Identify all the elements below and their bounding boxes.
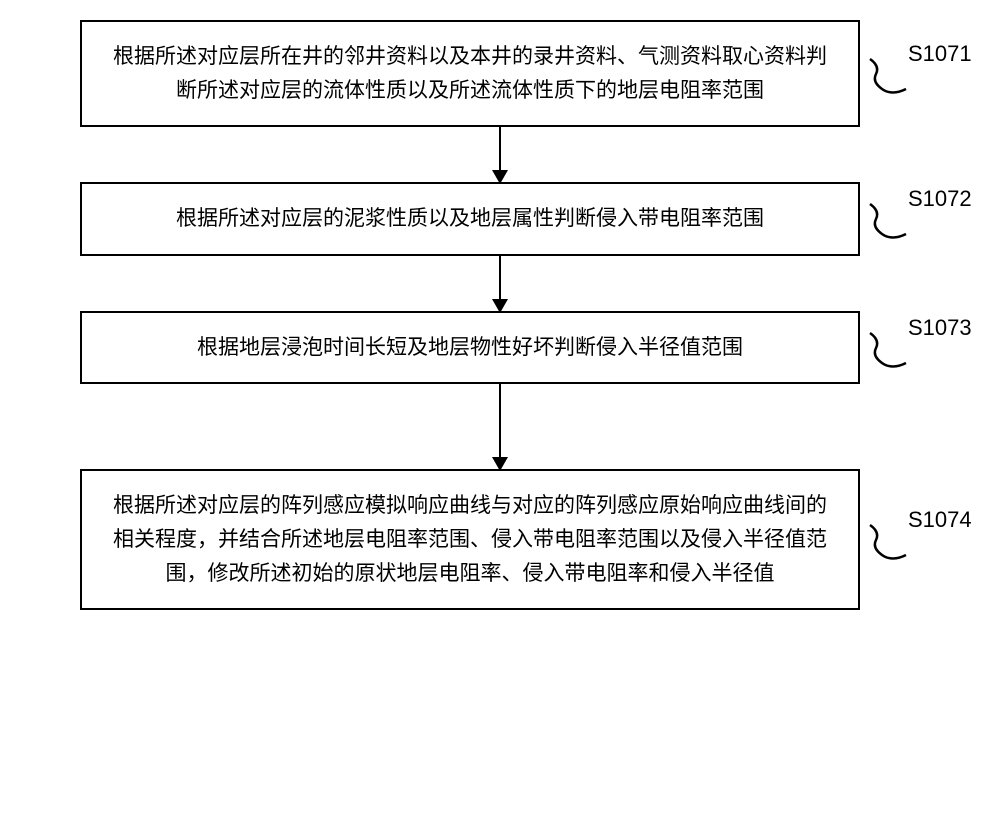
wave-connector-icon [868, 328, 908, 368]
step-text-2: 根据所述对应层的泥浆性质以及地层属性判断侵入带电阻率范围 [176, 207, 764, 230]
label-container-3: S1073 [868, 328, 972, 368]
step-box-2: 根据所述对应层的泥浆性质以及地层属性判断侵入带电阻率范围 [80, 182, 860, 256]
step-label-1: S1071 [908, 41, 972, 67]
step-box-4: 根据所述对应层的阵列感应模拟响应曲线与对应的阵列感应原始响应曲线间的相关程度，并… [80, 469, 860, 610]
label-container-1: S1071 [868, 54, 972, 94]
flowchart-container: 根据所述对应层所在井的邻井资料以及本井的录井资料、气测资料取心资料判断所述对应层… [40, 20, 960, 610]
step-label-3: S1073 [908, 315, 972, 341]
step-row-1: 根据所述对应层所在井的邻井资料以及本井的录井资料、气测资料取心资料判断所述对应层… [40, 20, 960, 127]
step-label-4: S1074 [908, 507, 972, 533]
wave-connector-icon [868, 199, 908, 239]
arrow-1 [499, 127, 501, 182]
label-container-2: S1072 [868, 199, 972, 239]
step-text-4: 根据所述对应层的阵列感应模拟响应曲线与对应的阵列感应原始响应曲线间的相关程度，并… [113, 494, 827, 584]
step-row-2: 根据所述对应层的泥浆性质以及地层属性判断侵入带电阻率范围 S1072 [40, 182, 960, 256]
step-box-1: 根据所述对应层所在井的邻井资料以及本井的录井资料、气测资料取心资料判断所述对应层… [80, 20, 860, 127]
step-row-4: 根据所述对应层的阵列感应模拟响应曲线与对应的阵列感应原始响应曲线间的相关程度，并… [40, 469, 960, 610]
wave-connector-icon [868, 520, 908, 560]
label-container-4: S1074 [868, 520, 972, 560]
step-row-3: 根据地层浸泡时间长短及地层物性好坏判断侵入半径值范围 S1073 [40, 311, 960, 385]
arrow-2 [499, 256, 501, 311]
step-text-3: 根据地层浸泡时间长短及地层物性好坏判断侵入半径值范围 [197, 336, 743, 359]
step-text-1: 根据所述对应层所在井的邻井资料以及本井的录井资料、气测资料取心资料判断所述对应层… [113, 45, 827, 102]
arrow-3 [499, 384, 501, 469]
step-label-2: S1072 [908, 186, 972, 212]
step-box-3: 根据地层浸泡时间长短及地层物性好坏判断侵入半径值范围 [80, 311, 860, 385]
wave-connector-icon [868, 54, 908, 94]
